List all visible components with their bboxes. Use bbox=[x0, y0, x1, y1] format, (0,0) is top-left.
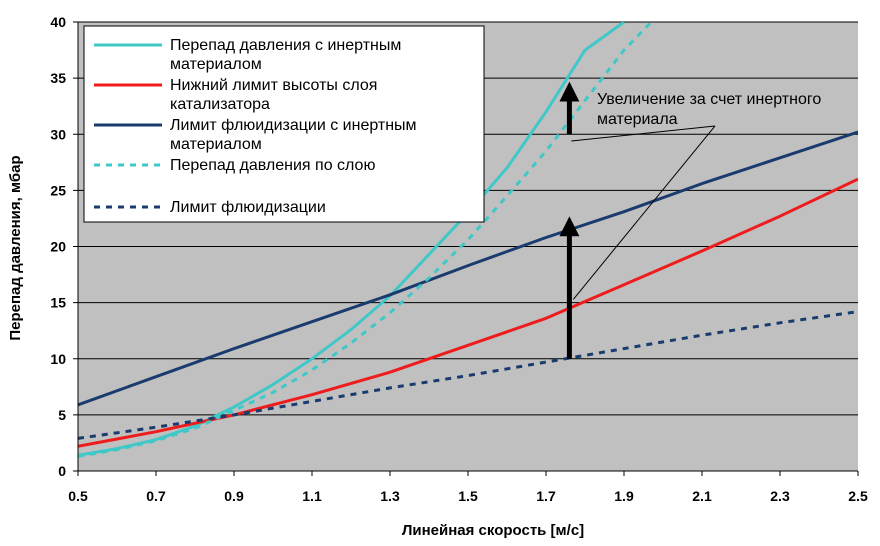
x-tick-label: 2.1 bbox=[692, 488, 712, 504]
x-tick-label: 0.9 bbox=[224, 488, 244, 504]
annotation-line: материала bbox=[597, 111, 678, 128]
annotation-line: Увеличение за счет инертного bbox=[597, 91, 821, 108]
series-layer bbox=[78, 22, 858, 458]
x-tick-label: 2.5 bbox=[848, 488, 868, 504]
x-tick-label: 0.7 bbox=[146, 488, 166, 504]
x-tick-label: 1.9 bbox=[614, 488, 634, 504]
legend-label: материалом bbox=[170, 56, 262, 73]
series-line-3 bbox=[78, 130, 858, 407]
y-tick-label: 30 bbox=[50, 126, 66, 142]
annotation-leader bbox=[573, 125, 716, 300]
x-tick-label: 2.3 bbox=[770, 488, 790, 504]
y-tick-label: 25 bbox=[50, 182, 66, 198]
x-tick-label: 1.3 bbox=[380, 488, 400, 504]
y-tick-labels: 0 5 10 15 20 25 30 35 40 bbox=[50, 14, 66, 479]
series-line-2 bbox=[78, 177, 858, 448]
y-tick-label: 0 bbox=[58, 463, 66, 479]
y-tick-label: 5 bbox=[58, 407, 66, 423]
y-tick-label: 35 bbox=[50, 70, 66, 86]
legend-label: Перепад давления по слою bbox=[170, 157, 375, 174]
x-tick-labels: 0.5 0.7 0.9 1.1 1.3 1.5 1.7 1.9 2.1 2.3 2.5 bbox=[68, 488, 868, 504]
annotation-text: Увеличение за счет инертного материала bbox=[597, 91, 821, 128]
legend-label: Перепад давления с инертным bbox=[170, 37, 401, 54]
y-tick-label: 40 bbox=[50, 14, 66, 30]
x-tick-label: 1.7 bbox=[536, 488, 556, 504]
annotation-leader bbox=[571, 125, 716, 142]
legend-label: Лимит флюидизации с инертным bbox=[170, 117, 417, 134]
legend-label: Нижний лимит высоты слоя bbox=[170, 77, 377, 94]
x-tick-label: 1.1 bbox=[302, 488, 322, 504]
series-line-4 bbox=[78, 22, 653, 458]
axes bbox=[73, 21, 859, 476]
legend: Перепад давления с инертным материалом Ниж… bbox=[83, 25, 485, 223]
y-axis-title: Перепад давления, мбар bbox=[7, 155, 24, 340]
legend-label: материалом bbox=[170, 136, 262, 153]
y-tick-label: 10 bbox=[50, 351, 66, 367]
y-tick-label: 15 bbox=[50, 295, 66, 311]
annotation: Увеличение за счет инертного материала bbox=[559, 81, 821, 359]
y-tick-label: 20 bbox=[50, 239, 66, 255]
x-tick-label: 0.5 bbox=[68, 488, 88, 504]
x-axis-title: Линейная скорость [м/с] bbox=[402, 522, 584, 539]
x-tick-label: 1.5 bbox=[458, 488, 478, 504]
series-line-1 bbox=[78, 22, 625, 457]
legend-label: Лимит флюидизации bbox=[170, 199, 326, 216]
legend-label: катализатора bbox=[170, 96, 270, 113]
